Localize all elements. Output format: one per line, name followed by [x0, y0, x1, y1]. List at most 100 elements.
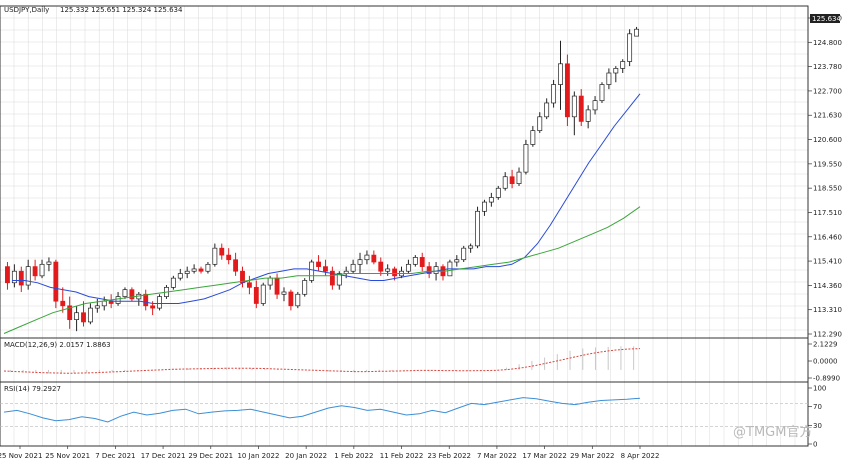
candle-body: [336, 273, 342, 286]
candle-body: [143, 293, 149, 307]
x-tick-label: 7 Dec 2021: [95, 452, 135, 460]
candle-body: [564, 63, 570, 118]
candle: [357, 252, 363, 274]
candle-body: [233, 259, 239, 272]
macd-label: MACD(12,26,9) 2.0157 1.8863: [4, 341, 111, 349]
y-tick-label: 124.800: [813, 39, 842, 47]
y-tick-label: 0.0000: [813, 358, 838, 366]
candle: [564, 54, 570, 127]
candle-body: [627, 33, 633, 62]
chart-header-symbol: USDJPY,Daily: [4, 6, 49, 14]
x-axis: 25 Nov 2021 25 Nov 2021 7 Dec 2021 17 Dec 2…: [0, 446, 659, 460]
candle: [108, 294, 114, 309]
candle: [447, 259, 453, 277]
candle: [371, 250, 377, 265]
candle: [495, 185, 501, 200]
candle: [426, 262, 432, 279]
ma-fast-line: [12, 93, 641, 304]
candle: [558, 40, 563, 110]
candle: [18, 266, 24, 292]
price-marks: [3, 26, 641, 334]
candle-body: [495, 187, 501, 198]
candle-body: [592, 100, 598, 111]
candle-body: [309, 261, 315, 281]
candle: [74, 305, 80, 332]
candle: [170, 275, 176, 290]
candle-body: [385, 268, 391, 272]
candle-body: [551, 84, 557, 104]
y-tick-label: 114.360: [813, 282, 842, 290]
candle-body: [509, 176, 515, 184]
x-tick-label: 20 Jan 2022: [285, 452, 327, 460]
candle: [39, 259, 45, 279]
macd-signal-line: [3, 348, 641, 374]
candle-body: [184, 270, 190, 274]
candle: [509, 169, 515, 189]
x-tick-label: 11 Feb 2022: [380, 452, 424, 460]
candle-body: [405, 263, 411, 272]
candle-body: [198, 268, 204, 272]
rsi-pane[interactable]: [0, 381, 809, 447]
grid-lines: [0, 5, 808, 446]
y-tick-label: 120.600: [813, 136, 842, 144]
candle-body: [108, 300, 114, 304]
candle: [544, 98, 550, 120]
candle-body: [288, 291, 294, 307]
candle-body: [323, 266, 328, 272]
candle: [67, 296, 73, 329]
y-tick-label: 119.550: [813, 160, 842, 168]
candle: [129, 287, 135, 302]
candle: [11, 264, 17, 288]
chart-header-ohlc: 125.332 125.651 125.324 125.634: [60, 6, 183, 14]
candle: [233, 252, 239, 276]
candle-body: [212, 247, 218, 265]
candle: [419, 252, 425, 272]
rsi-marks: [0, 397, 808, 427]
candle-body: [191, 268, 197, 272]
candle: [253, 280, 259, 309]
candle-body: [253, 287, 259, 304]
y-tick-label: 2.1229: [813, 341, 838, 349]
candle: [516, 167, 522, 186]
candle: [364, 250, 370, 265]
x-tick-label: 29 Dec 2021: [188, 452, 233, 460]
y-tick-label: 123.780: [813, 63, 842, 71]
candle: [219, 243, 225, 260]
candle: [523, 139, 529, 175]
candle-body: [274, 277, 280, 295]
candle: [25, 259, 31, 290]
candle-body: [53, 261, 59, 302]
candle: [295, 291, 301, 309]
candle: [32, 259, 38, 281]
candle-body: [578, 95, 584, 122]
candle: [281, 287, 287, 302]
candle: [143, 289, 149, 311]
candle-body: [419, 257, 425, 267]
macd-y-axis: 2.1229 0.0000 -0.8990: [808, 341, 840, 383]
candle: [551, 79, 557, 108]
x-tick-label: 17 Mar 2022: [522, 452, 566, 460]
candle-body: [392, 268, 398, 277]
candle-body: [5, 266, 10, 284]
y-tick-label: 0: [813, 441, 817, 449]
candle: [288, 289, 294, 311]
candle: [5, 262, 10, 290]
candle: [184, 266, 190, 279]
y-tick-label: 70: [813, 403, 822, 411]
candle: [454, 255, 460, 267]
y-tick-label: 117.510: [813, 209, 842, 217]
candle-body: [302, 280, 308, 295]
candle-body: [219, 247, 225, 256]
y-tick-label: 121.630: [813, 112, 842, 120]
candle-body: [150, 305, 156, 309]
x-tick-label: 8 Apr 2022: [621, 452, 660, 460]
candle: [461, 245, 467, 263]
candle-body: [260, 284, 266, 304]
candle: [627, 29, 633, 67]
candle-body: [205, 263, 211, 272]
candle-body: [87, 307, 93, 323]
candle-body: [426, 266, 432, 274]
candle-body: [530, 130, 536, 145]
candle: [316, 255, 321, 272]
candle-body: [32, 266, 38, 277]
